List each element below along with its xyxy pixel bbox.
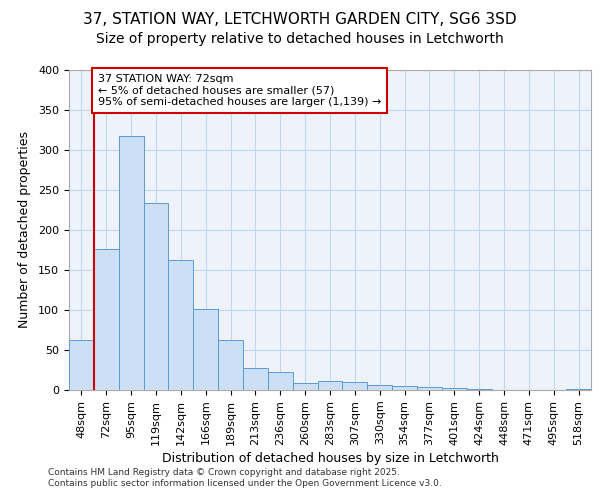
Bar xyxy=(69,340,94,390)
Text: 37, STATION WAY, LETCHWORTH GARDEN CITY, SG6 3SD: 37, STATION WAY, LETCHWORTH GARDEN CITY,… xyxy=(83,12,517,28)
Bar xyxy=(343,382,367,390)
Bar xyxy=(119,136,143,390)
Bar xyxy=(442,388,467,390)
X-axis label: Distribution of detached houses by size in Letchworth: Distribution of detached houses by size … xyxy=(161,452,499,465)
Bar xyxy=(417,387,442,390)
Text: Contains HM Land Registry data © Crown copyright and database right 2025.
Contai: Contains HM Land Registry data © Crown c… xyxy=(48,468,442,487)
Bar xyxy=(193,309,218,390)
Bar xyxy=(94,249,119,390)
Bar xyxy=(293,383,317,390)
Bar xyxy=(143,203,169,390)
Text: 37 STATION WAY: 72sqm
← 5% of detached houses are smaller (57)
95% of semi-detac: 37 STATION WAY: 72sqm ← 5% of detached h… xyxy=(98,74,381,107)
Y-axis label: Number of detached properties: Number of detached properties xyxy=(18,132,31,328)
Bar xyxy=(566,389,591,390)
Bar xyxy=(268,372,293,390)
Bar xyxy=(169,260,193,390)
Bar xyxy=(392,386,417,390)
Text: Size of property relative to detached houses in Letchworth: Size of property relative to detached ho… xyxy=(96,32,504,46)
Bar xyxy=(367,385,392,390)
Bar xyxy=(218,340,243,390)
Bar xyxy=(317,381,343,390)
Bar xyxy=(243,368,268,390)
Bar xyxy=(467,389,491,390)
